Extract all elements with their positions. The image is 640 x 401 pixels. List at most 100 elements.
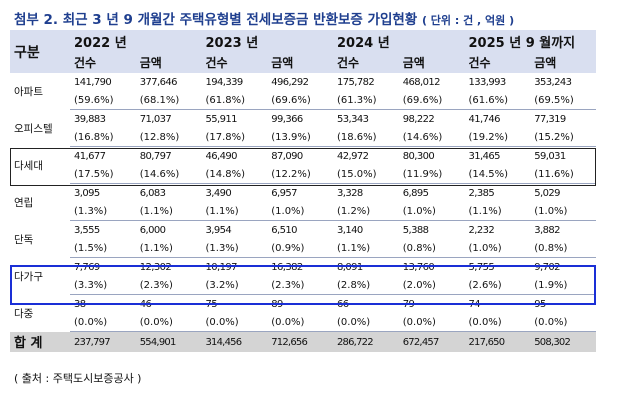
table-row-percent: (3.3%) (2.3%) (3.2%) (2.3%) (2.8%) (2.0%) (2.6… [10,276,596,295]
share-percent: (0.0%) [201,313,268,332]
amount-value: 9,702 [534,261,560,273]
amount-header: 금액 [135,52,202,73]
table-row-percent: (1.3%) (1.1%) (1.1%) (1.0%) (1.2%) (1.0%) (1.1… [10,202,596,221]
amount-value: 80,300 [402,150,435,162]
share-percent: (1.1%) [201,202,268,221]
source-note: ( 출처 : 주택도시보증공사 ) [14,372,142,385]
table-row: 다중 38 46 75 89 66 79 74 95 [10,295,596,320]
amount-value: 95 [534,298,546,310]
amount-value: 377,646 [139,76,178,88]
row-category: 오피스텔 [14,122,53,135]
table-row: 단독 3,555 6,000 3,954 6,510 3,140 5,388 2,232 3,8… [10,221,596,246]
row-category: 단독 [14,233,34,246]
count-value: 3,555 [74,224,100,236]
count-value: 41,746 [468,113,501,125]
share-percent: (0.8%) [398,239,465,258]
share-percent: (14.8%) [201,165,268,184]
share-percent: (14.6%) [398,128,465,147]
amount-header: 금액 [530,52,596,73]
total-value: 508,302 [530,331,596,352]
count-value: 3,095 [74,187,100,199]
table-row-percent: (59.6%) (68.1%) (61.8%) (69.6%) (61.3%) (69.6… [10,91,596,110]
total-value: 286,722 [333,331,399,352]
count-value: 2,232 [468,224,495,236]
total-label: 합 계 [10,331,70,352]
amount-value: 5,388 [402,224,429,236]
count-value: 42,972 [337,150,369,162]
share-percent: (1.1%) [464,202,531,221]
amount-value: 16,382 [271,261,303,273]
category-header: 구분 [10,30,70,73]
amount-value: 496,292 [271,76,309,88]
count-value: 75 [205,298,218,310]
share-percent: (2.3%) [267,276,333,295]
amount-value: 77,319 [534,113,566,125]
share-percent: (69.5%) [530,91,596,110]
share-percent: (11.9%) [398,165,465,184]
amount-value: 6,000 [139,224,166,236]
share-percent: (61.6%) [464,91,531,110]
total-row: 합 계 237,797 554,901 314,456 712,656 286,722 67… [10,331,596,352]
amount-header: 금액 [267,52,333,73]
count-header: 건수 [201,52,268,73]
amount-value: 89 [271,298,283,310]
count-value: 8,091 [337,261,363,273]
share-percent: (1.0%) [398,202,465,221]
count-value: 3,328 [337,187,363,199]
row-category: 아파트 [14,85,43,98]
count-value: 31,465 [468,150,501,162]
share-percent: (0.0%) [70,313,136,332]
count-value: 3,954 [205,224,232,236]
year-header: 2024 년 [333,30,465,52]
total-value: 672,457 [398,331,465,352]
share-percent: (0.0%) [135,313,202,332]
year-header: 2025 년 9 월까지 [464,30,596,52]
header-row-sub: 건수 금액 건수 금액 건수 금액 건수 금액 [10,52,596,73]
share-percent: (61.3%) [333,91,399,110]
share-percent: (1.1%) [135,202,202,221]
share-percent: (12.8%) [135,128,202,147]
share-percent: (15.0%) [333,165,399,184]
count-value: 194,339 [205,76,244,88]
share-percent: (1.2%) [333,202,399,221]
count-header: 건수 [464,52,531,73]
share-percent: (0.0%) [530,313,596,332]
share-percent: (14.6%) [135,165,202,184]
count-value: 5,755 [468,261,495,273]
count-value: 38 [74,298,86,310]
year-header: 2022 년 [70,30,202,52]
share-percent: (69.6%) [267,91,333,110]
share-percent: (1.9%) [530,276,596,295]
total-value: 314,456 [201,331,268,352]
amount-value: 59,031 [534,150,566,162]
count-value: 10,197 [205,261,238,273]
count-value: 41,677 [74,150,106,162]
amount-value: 99,366 [271,113,303,125]
amount-value: 71,037 [139,113,172,125]
table-row: 오피스텔 39,883 71,037 55,911 99,366 53,343 98,222… [10,110,596,135]
amount-header: 금액 [398,52,465,73]
amount-value: 13,760 [402,261,435,273]
guarantee-table: 구분 2022 년 2023 년 2024 년 2025 년 9 월까지 건수 … [10,30,596,352]
amount-value: 79 [402,298,415,310]
share-percent: (3.3%) [70,276,136,295]
amount-value: 5,029 [534,187,560,199]
share-percent: (1.3%) [70,202,136,221]
amount-value: 12,302 [139,261,172,273]
count-value: 55,911 [205,113,238,125]
count-value: 3,490 [205,187,232,199]
amount-value: 6,957 [271,187,297,199]
row-category: 연립 [14,196,34,209]
share-percent: (1.0%) [464,239,531,258]
count-value: 7,769 [74,261,100,273]
share-percent: (1.0%) [530,202,596,221]
count-value: 39,883 [74,113,106,125]
count-value: 66 [337,298,349,310]
table-row-percent: (16.8%) (12.8%) (17.8%) (13.9%) (18.6%) (14.6… [10,128,596,147]
share-percent: (3.2%) [201,276,268,295]
amount-value: 80,797 [139,150,172,162]
total-value: 217,650 [464,331,531,352]
share-percent: (61.8%) [201,91,268,110]
row-category: 다가구 [14,270,43,283]
share-percent: (59.6%) [70,91,136,110]
